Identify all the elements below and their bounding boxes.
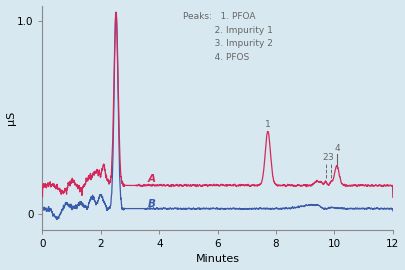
Text: Peaks:   1. PFOA
           2. Impurity 1
           3. Impurity 2
           4.: Peaks: 1. PFOA 2. Impurity 1 3. Impurity… bbox=[183, 12, 273, 62]
Text: B: B bbox=[147, 199, 156, 209]
Text: 1: 1 bbox=[265, 120, 271, 129]
X-axis label: Minutes: Minutes bbox=[196, 254, 240, 264]
Text: 3: 3 bbox=[328, 153, 333, 162]
Y-axis label: μS: μS bbox=[6, 111, 15, 125]
Text: A: A bbox=[147, 174, 156, 184]
Text: 2: 2 bbox=[323, 153, 328, 162]
Text: 4: 4 bbox=[335, 144, 340, 153]
